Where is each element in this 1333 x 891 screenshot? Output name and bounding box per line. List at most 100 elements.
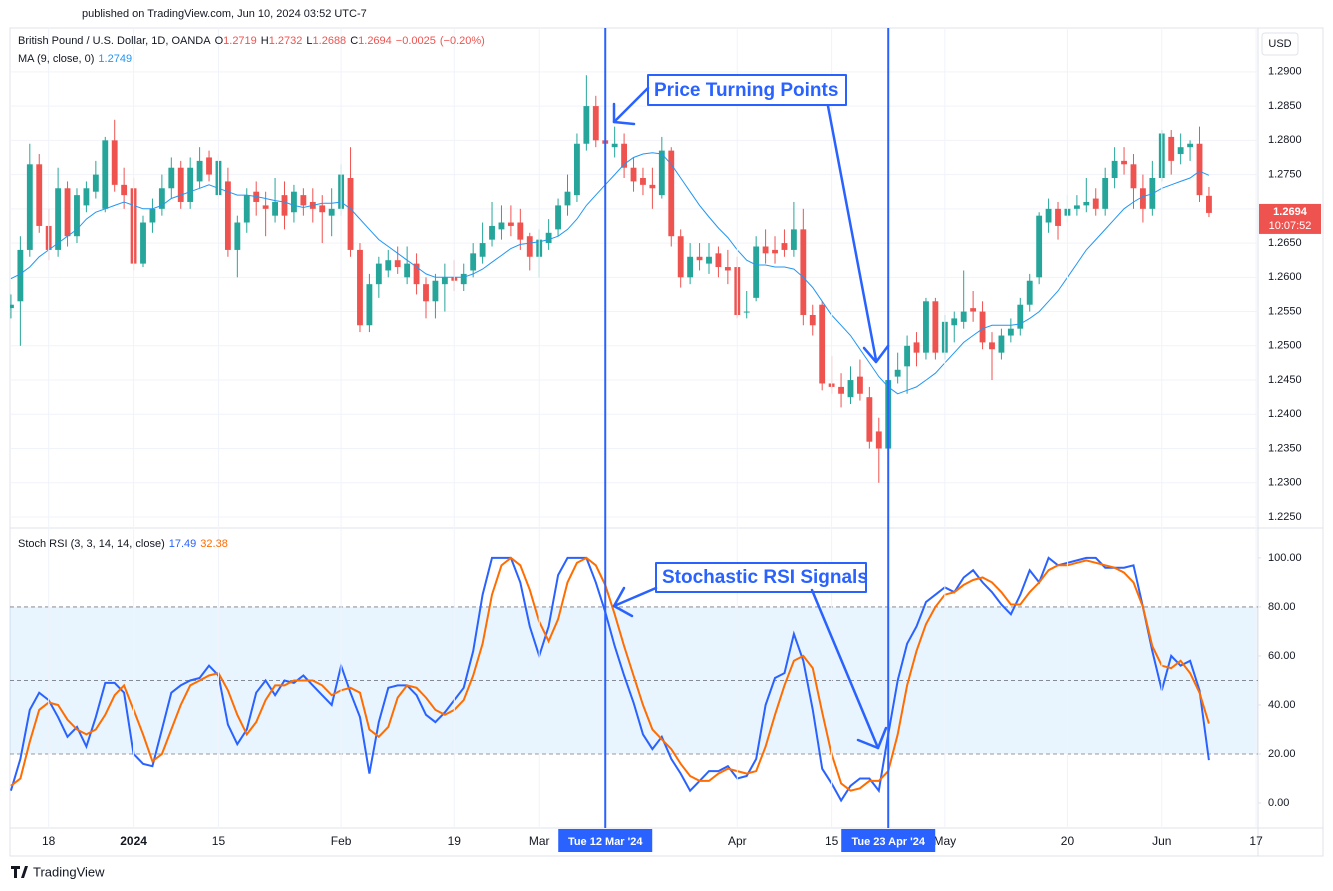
candle-body [979, 311, 986, 343]
arrow-head [862, 344, 890, 364]
candle-body [1102, 178, 1109, 209]
x-tick-label: 20 [1061, 834, 1075, 848]
candle-body [74, 195, 80, 237]
candle-body [932, 301, 939, 353]
candle-body [281, 195, 288, 216]
candle-body [187, 167, 194, 202]
marker-label-box [841, 829, 936, 852]
candle-body [989, 342, 995, 350]
candle-body [1177, 147, 1184, 155]
candle-body [875, 431, 882, 449]
candle-body [951, 318, 958, 326]
y-tick-label: 1.2500 [1268, 340, 1302, 352]
candle-body [866, 397, 873, 442]
candle-body [158, 188, 165, 209]
candle-body [696, 256, 703, 261]
arrow-head [612, 586, 634, 618]
candle-body [1121, 160, 1127, 165]
annotation-stoch [612, 562, 888, 750]
candle-body [357, 249, 363, 326]
candle-body [800, 229, 807, 315]
open-value: 1.2719 [223, 35, 257, 47]
candle-body [111, 140, 118, 185]
candle-body [470, 253, 477, 271]
annotation-price [612, 74, 890, 364]
candle-body [517, 222, 524, 240]
y-tick-label: 1.2350 [1268, 442, 1302, 454]
arrow [810, 588, 880, 750]
candle-body [555, 205, 561, 230]
candle-body [1083, 201, 1090, 206]
y-tick-label: 0.00 [1268, 797, 1289, 809]
close-value: 1.2694 [358, 35, 392, 47]
candle-body [319, 205, 326, 213]
candle-body [564, 191, 571, 206]
candle-body [790, 229, 797, 250]
candle-body [998, 335, 1005, 353]
candle-body [904, 345, 911, 367]
candle-body [55, 188, 62, 250]
candle-body [243, 195, 250, 223]
candle-body [460, 273, 467, 285]
candle-body [36, 164, 43, 226]
candle-body [300, 195, 307, 206]
y-tick-label: 60.00 [1268, 650, 1296, 662]
candle-body [715, 253, 722, 268]
candle-body [102, 140, 109, 209]
y-tick-label: 1.2650 [1268, 237, 1302, 249]
candle-body [224, 181, 231, 250]
candle-body [507, 222, 514, 226]
candle-body [724, 267, 731, 271]
candle-body [177, 167, 184, 202]
ohlc-key: H [260, 35, 269, 47]
x-tick-label: Mar [529, 834, 550, 848]
annotation-text: Stochastic RSI Signals [662, 567, 868, 588]
candle-body [262, 205, 269, 209]
candle-body [809, 314, 816, 326]
d-value: 32.38 [200, 538, 228, 550]
candle-body [772, 249, 778, 254]
y-tick-label: 100.00 [1268, 552, 1302, 564]
candle-body [1073, 205, 1080, 209]
marker-label: Tue 23 Apr '24 [851, 836, 925, 848]
candle-body [583, 106, 590, 144]
x-tick-label: Apr [728, 834, 747, 848]
candle-body [10, 304, 14, 309]
ma-title: MA (9, close, 0) [18, 53, 95, 65]
stoch-legend: Stoch RSI (3, 3, 14, 14, close) 17.49 32.3… [18, 538, 232, 550]
candle-body [291, 191, 297, 213]
arrow-head [612, 102, 636, 126]
candle-body [621, 143, 628, 168]
candle-body [1187, 143, 1194, 148]
y-tick-label: 1.2450 [1268, 374, 1302, 386]
candle-body [743, 311, 750, 313]
candle-body [423, 284, 429, 302]
arrow [612, 86, 650, 124]
annotation-box [647, 74, 847, 106]
logo-icon [11, 866, 28, 878]
k-value: 17.49 [168, 538, 197, 550]
candle-body [272, 201, 278, 216]
stoch-line [10, 556, 1210, 792]
candle-body [1036, 215, 1043, 278]
candle-body [1139, 188, 1146, 209]
candle-body [234, 222, 241, 250]
ma-line [10, 152, 1210, 395]
candle-body [498, 222, 505, 230]
marker-label: Tue 12 Mar '24 [568, 836, 643, 848]
candle-body [413, 263, 420, 285]
candle-body [677, 236, 684, 278]
ma-legend: MA (9, close, 0) 1.2749 [18, 53, 136, 65]
currency-box[interactable] [1261, 32, 1299, 56]
candle-body [1092, 198, 1099, 209]
annotation-box [655, 562, 867, 593]
candle-body [366, 284, 373, 326]
y-tick-label: 1.2900 [1268, 66, 1302, 78]
candle-body [92, 174, 99, 192]
x-tick-label: Feb [331, 834, 352, 848]
candle-body [1111, 160, 1118, 178]
candle-body [441, 277, 448, 285]
x-tick-label: 2024 [120, 834, 147, 848]
candle-body [838, 386, 844, 394]
candle-body [1168, 136, 1175, 161]
